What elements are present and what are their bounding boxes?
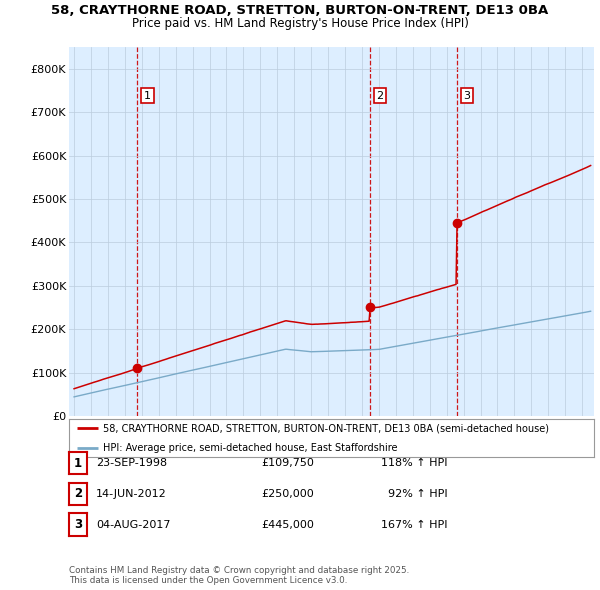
- Text: 3: 3: [463, 91, 470, 100]
- Text: 04-AUG-2017: 04-AUG-2017: [96, 520, 170, 529]
- Text: 92% ↑ HPI: 92% ↑ HPI: [381, 489, 448, 499]
- Text: 58, CRAYTHORNE ROAD, STRETTON, BURTON-ON-TRENT, DE13 0BA (semi-detached house): 58, CRAYTHORNE ROAD, STRETTON, BURTON-ON…: [103, 424, 549, 434]
- Text: 2: 2: [377, 91, 383, 100]
- Text: £250,000: £250,000: [261, 489, 314, 499]
- Text: Contains HM Land Registry data © Crown copyright and database right 2025.
This d: Contains HM Land Registry data © Crown c…: [69, 566, 409, 585]
- Text: 14-JUN-2012: 14-JUN-2012: [96, 489, 167, 499]
- Text: £109,750: £109,750: [261, 458, 314, 468]
- Text: 1: 1: [144, 91, 151, 100]
- Text: 118% ↑ HPI: 118% ↑ HPI: [381, 458, 448, 468]
- Text: 1: 1: [74, 457, 82, 470]
- Text: 167% ↑ HPI: 167% ↑ HPI: [381, 520, 448, 529]
- Text: 23-SEP-1998: 23-SEP-1998: [96, 458, 167, 468]
- Text: 2: 2: [74, 487, 82, 500]
- Text: Price paid vs. HM Land Registry's House Price Index (HPI): Price paid vs. HM Land Registry's House …: [131, 17, 469, 30]
- Text: £445,000: £445,000: [261, 520, 314, 529]
- Text: 58, CRAYTHORNE ROAD, STRETTON, BURTON-ON-TRENT, DE13 0BA: 58, CRAYTHORNE ROAD, STRETTON, BURTON-ON…: [52, 4, 548, 17]
- Text: HPI: Average price, semi-detached house, East Staffordshire: HPI: Average price, semi-detached house,…: [103, 442, 398, 453]
- Text: 3: 3: [74, 518, 82, 531]
